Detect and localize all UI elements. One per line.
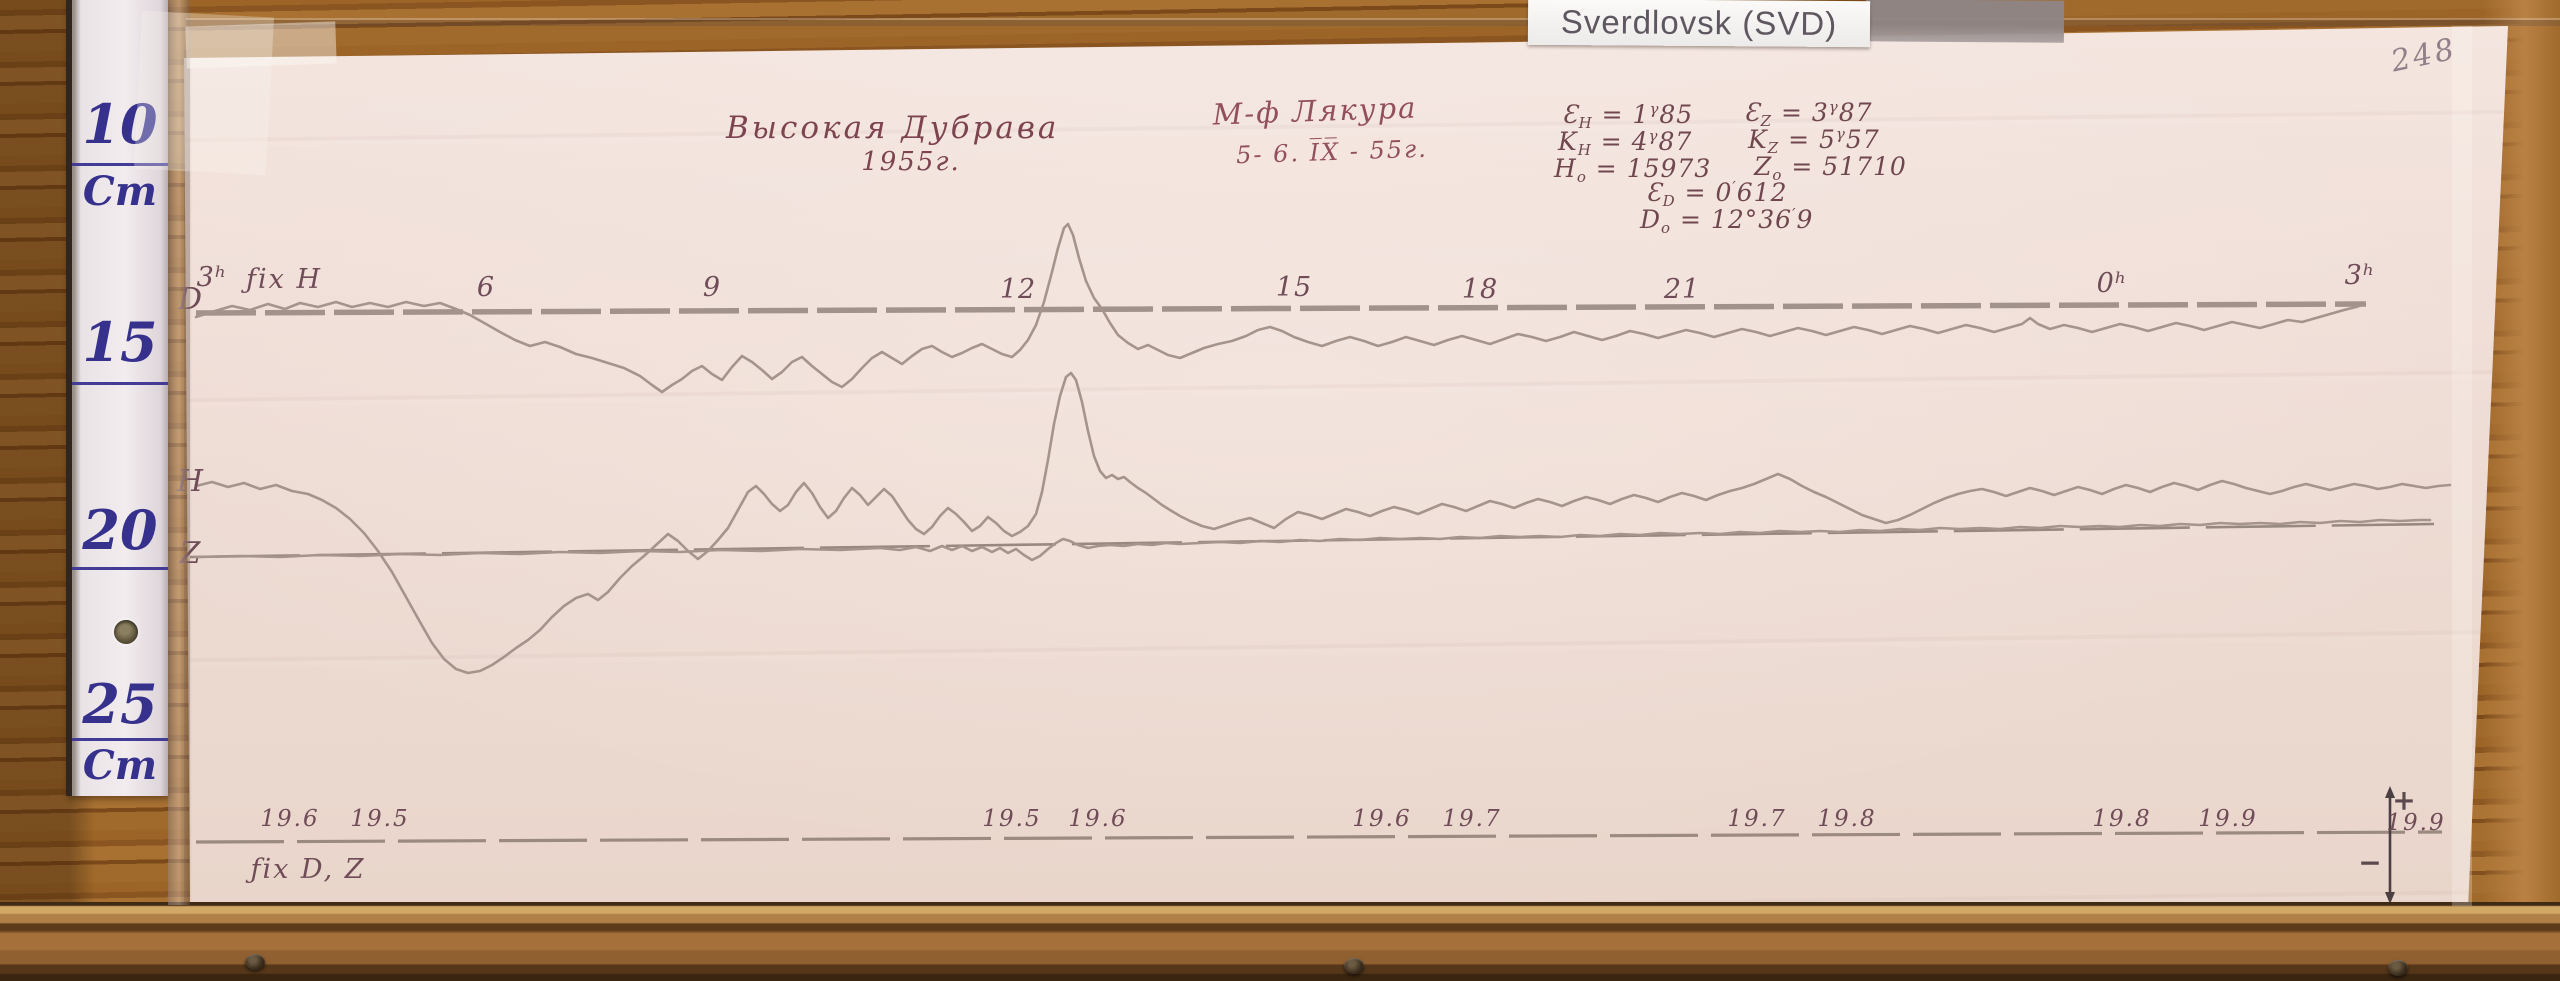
ruler-unit-bottom: Cm [82, 742, 158, 789]
tape-piece [2452, 26, 2472, 906]
ruler-line [72, 163, 168, 166]
record-year: 1955г. [861, 147, 961, 177]
ruler-mark-20: 20 [82, 498, 158, 562]
ruler-mark-10: 10 [82, 92, 158, 156]
record-dates: 5- 6. I̅X̅ - 55г. [1235, 134, 1429, 170]
constant-epsilon-z: ƐZ = 3γ87 [1744, 98, 1873, 130]
plastic-sheet-edge [168, 0, 190, 905]
screw-icon [245, 954, 265, 970]
ruler-mark-25: 25 [82, 672, 158, 736]
constant-z0: Zo = 51710 [1754, 152, 1907, 184]
ruler-unit-top: Cm [82, 168, 158, 215]
instrument-label: М-ф Лякура [1212, 90, 1418, 132]
tape-piece [185, 21, 337, 69]
constant-epsilon-h: ƐH = 1γ85 [1562, 100, 1694, 132]
plastic-sheet-top-edge [186, 20, 2560, 26]
constant-epsilon-d: ƐD = 0′612 [1646, 178, 1788, 210]
constant-k-z: KZ = 5γ57 [1748, 125, 1880, 157]
constant-k-h: KH = 4γ87 [1558, 127, 1693, 159]
ruler: 10 15 20 25 Cm Cm [66, 0, 168, 796]
ruler-hole [114, 620, 138, 644]
screw-icon [2388, 960, 2408, 976]
ruler-line [72, 738, 168, 741]
observatory-label: Sverdlovsk (SVD) [1527, 0, 1871, 48]
ruler-line [72, 382, 168, 385]
wooden-rail [0, 902, 2560, 981]
observatory-title: Высокая Дубрава [726, 110, 1060, 146]
constant-h0: Ho = 15973 [1554, 154, 1712, 186]
constant-d0: Do = 12°36′9 [1640, 205, 1814, 237]
screw-icon [1344, 958, 1364, 974]
metal-clamp [1865, 0, 2065, 43]
ruler-line [72, 567, 168, 570]
ruler-mark-15: 15 [82, 310, 158, 374]
